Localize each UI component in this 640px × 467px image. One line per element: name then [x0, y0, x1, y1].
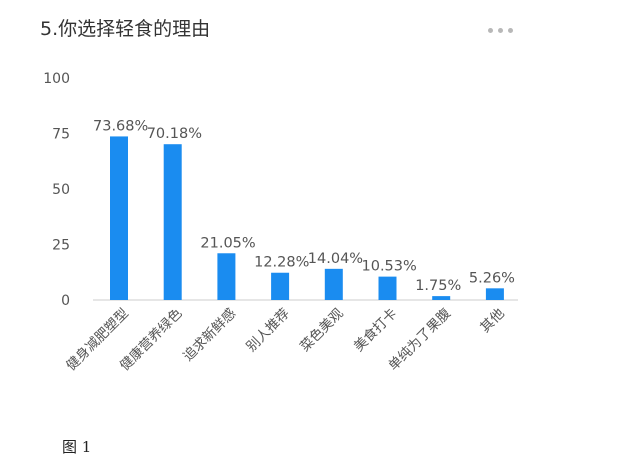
bar — [110, 136, 128, 300]
bar — [485, 288, 504, 300]
bar-value-label: 10.53% — [362, 259, 417, 275]
bar-chart: 025507510073.68%健身减肥塑型70.18%健康营养绿色21.05%… — [43, 71, 518, 374]
bar-value-label: 21.05% — [200, 235, 255, 251]
bar — [378, 276, 397, 300]
bar-value-label: 5.26% — [469, 270, 515, 286]
y-tick-label: 50 — [52, 182, 70, 198]
bar-value-label: 73.68% — [93, 118, 148, 134]
y-tick-label: 0 — [61, 293, 70, 309]
x-category-label: 菜色美观 — [296, 304, 347, 355]
x-category-label: 别人推荐 — [243, 306, 292, 355]
x-category-label: 追求新鲜感 — [179, 305, 239, 365]
bar-value-label: 70.18% — [147, 126, 202, 142]
x-category-label: 其他 — [477, 306, 507, 336]
y-tick-label: 75 — [52, 127, 70, 143]
bar — [324, 268, 343, 300]
bar — [163, 144, 182, 300]
x-category-label: 美食打卡 — [350, 305, 400, 355]
more-dot — [508, 27, 513, 33]
figure-caption: 图 1 — [62, 438, 92, 456]
more-dot — [498, 27, 503, 33]
bar-value-label: 12.28% — [254, 255, 309, 271]
bar-value-label: 14.04% — [308, 251, 363, 267]
chart-title: 5.你选择轻食的理由 — [40, 18, 211, 40]
y-tick-label: 25 — [52, 238, 70, 254]
bar — [217, 253, 236, 300]
bar — [271, 272, 290, 300]
y-tick-label: 100 — [43, 71, 70, 87]
bar-value-label: 1.75% — [415, 278, 461, 294]
more-dot — [488, 27, 493, 33]
bar — [432, 296, 451, 300]
more-options-icon[interactable] — [488, 22, 524, 38]
chart-card — [22, 4, 534, 424]
